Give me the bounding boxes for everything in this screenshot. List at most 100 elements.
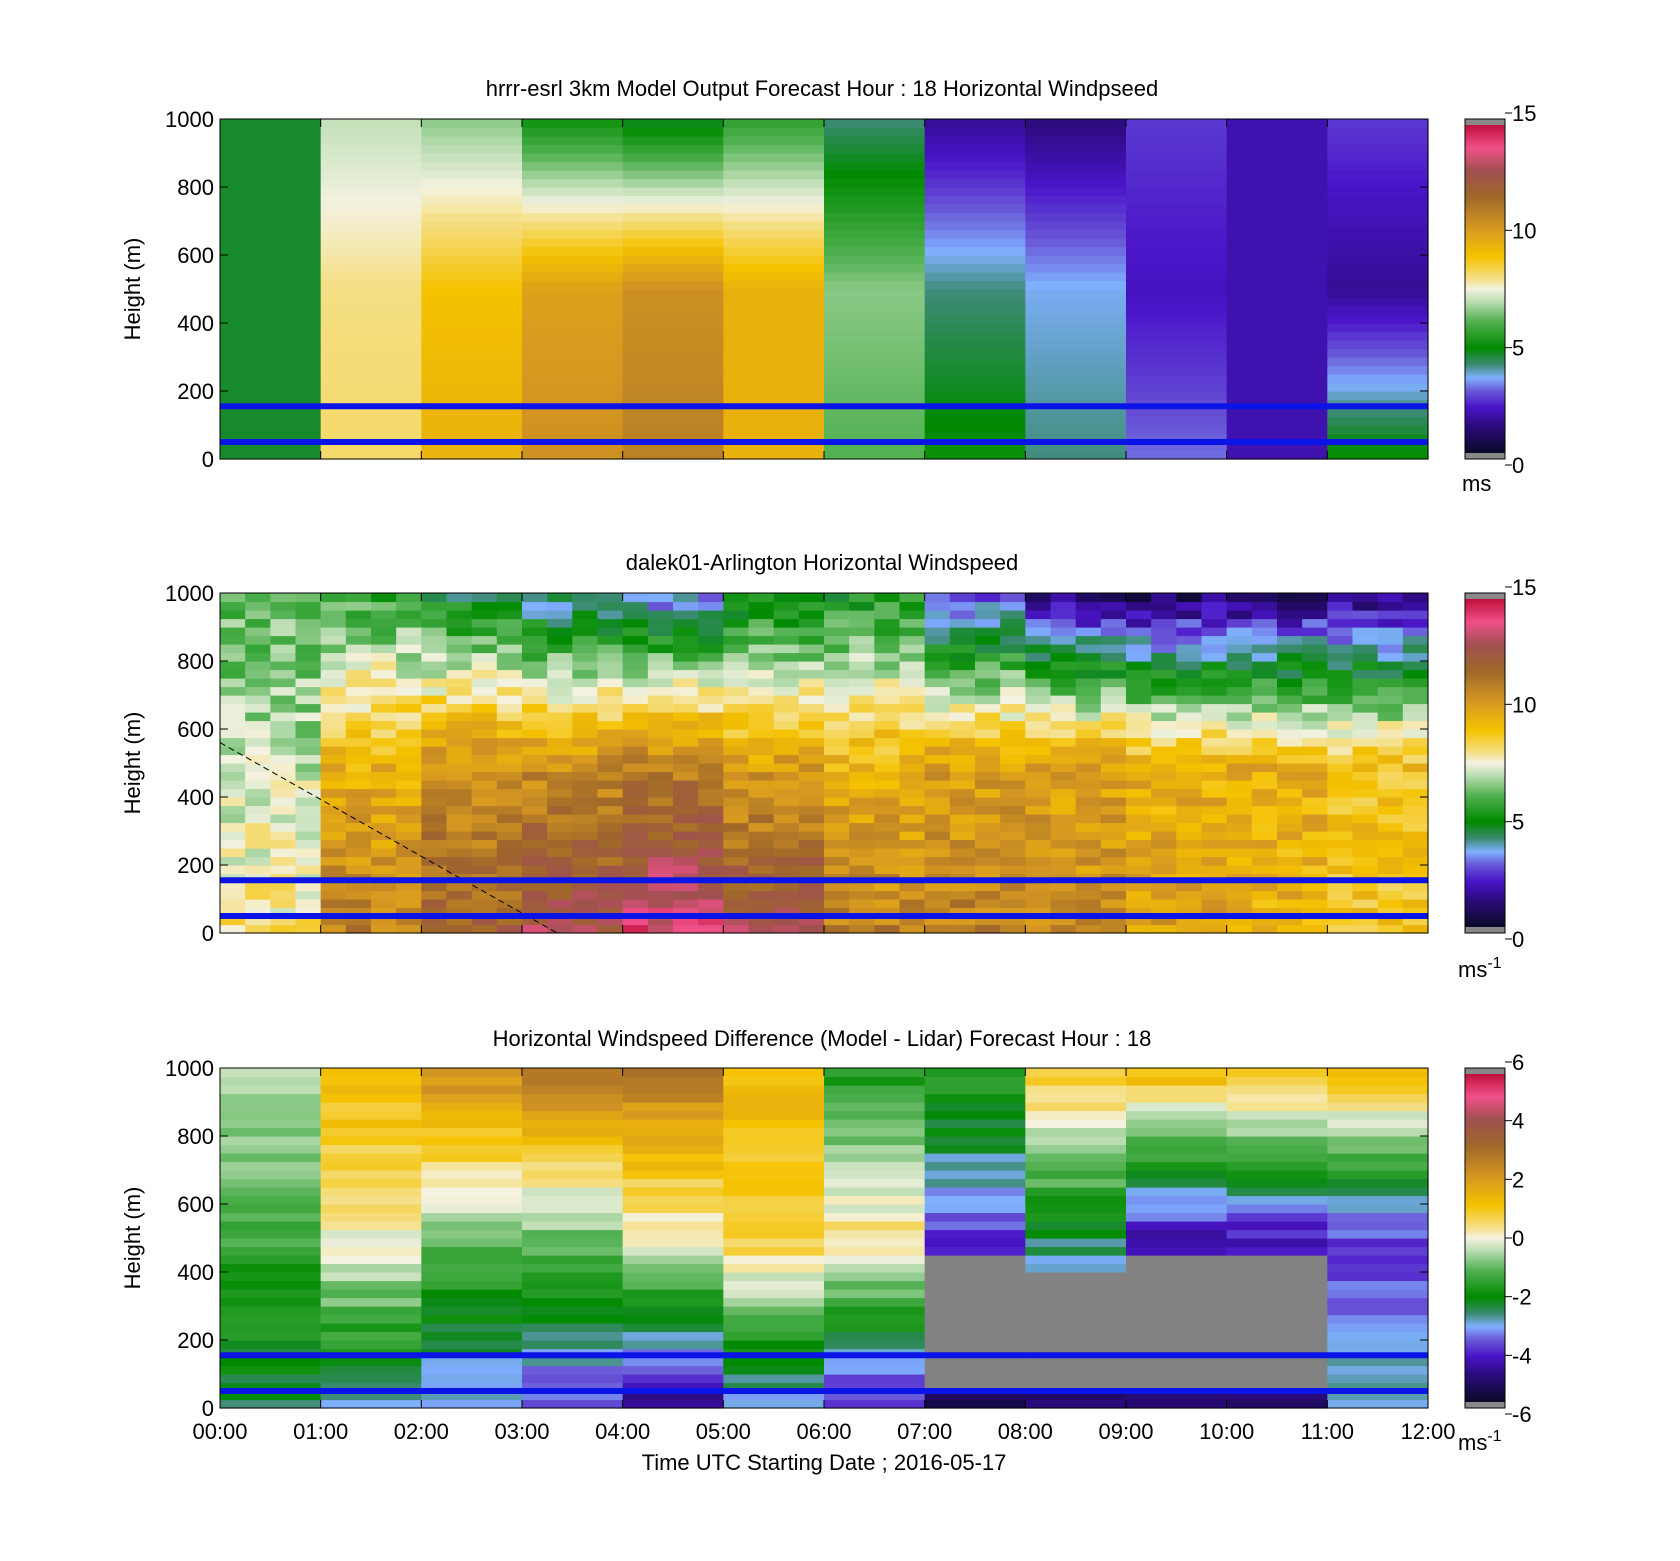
heatmap-cell: [1377, 839, 1404, 849]
heatmap-cell: [522, 924, 548, 934]
heatmap-cell: [270, 678, 297, 688]
heatmap-cell: [1000, 635, 1026, 645]
heatmap-cell: [320, 907, 347, 917]
heatmap-cell: [245, 695, 271, 705]
heatmap-cell: [522, 1357, 624, 1367]
heatmap-cell: [1100, 729, 1127, 739]
heatmap-cell: [320, 1280, 422, 1290]
heatmap-cell: [1402, 771, 1429, 781]
heatmap-cell: [824, 314, 926, 324]
heatmap-cell: [421, 703, 448, 713]
colorbar-tick-label: 0: [1512, 1226, 1524, 1251]
heatmap-cell: [673, 882, 699, 892]
heatmap-cell: [924, 865, 951, 875]
heatmap-cell: [899, 703, 926, 713]
heatmap-cell: [1226, 391, 1328, 401]
heatmap-cell: [345, 924, 372, 934]
heatmap-cell: [1000, 669, 1026, 679]
heatmap-cell: [345, 746, 372, 756]
heatmap-cell: [723, 1127, 825, 1137]
heatmap-cell: [1352, 856, 1379, 866]
heatmap-cell: [295, 695, 322, 705]
heatmap-cell: [522, 280, 624, 290]
heatmap-cell: [295, 703, 322, 713]
heatmap-cell: [1402, 720, 1429, 730]
panel-model-colorbar-frame: [1464, 118, 1506, 460]
colorbar-tick-label: 10: [1512, 692, 1536, 717]
heatmap-cell: [421, 1246, 523, 1256]
heatmap-cell: [1025, 229, 1127, 239]
heatmap-cell: [849, 601, 875, 611]
heatmap-cell: [1126, 212, 1228, 222]
heatmap-cell: [245, 729, 271, 739]
heatmap-cell: [975, 729, 1001, 739]
heatmap-cell: [220, 780, 246, 790]
heatmap-cell: [1025, 1136, 1127, 1146]
heatmap-cell: [723, 1289, 825, 1299]
heatmap-cell: [975, 737, 1001, 747]
heatmap-cell: [220, 323, 322, 333]
heatmap-cell: [220, 1212, 322, 1222]
heatmap-cell: [1126, 272, 1228, 282]
heatmap-cell: [270, 865, 297, 875]
heatmap-cell: [723, 788, 750, 798]
heatmap-cell: [698, 916, 724, 926]
heatmap-cell: [496, 703, 523, 713]
heatmap-cell: [622, 1323, 724, 1333]
heatmap-cell: [421, 729, 448, 739]
heatmap-cell: [421, 348, 523, 358]
heatmap-cell: [345, 695, 372, 705]
heatmap-cell: [1151, 899, 1177, 909]
heatmap-cell: [1226, 1331, 1328, 1341]
heatmap-cell: [572, 695, 599, 705]
heatmap-cell: [421, 178, 523, 188]
heatmap-cell: [1126, 1340, 1228, 1350]
heatmap-cell: [1377, 644, 1404, 654]
heatmap-cell: [421, 601, 448, 611]
heatmap-cell: [1302, 780, 1328, 790]
heatmap-cell: [1176, 618, 1203, 628]
heatmap-cell: [220, 1382, 322, 1392]
heatmap-cell: [220, 127, 322, 137]
heatmap-cell: [673, 618, 699, 628]
heatmap-cell: [1126, 195, 1228, 205]
heatmap-cell: [1226, 771, 1253, 781]
heatmap-cell: [798, 771, 825, 781]
heatmap-cell: [723, 408, 825, 418]
heatmap-cell: [1352, 610, 1379, 620]
heatmap-cell: [522, 593, 548, 603]
heatmap-cell: [975, 771, 1001, 781]
heatmap-cell: [1000, 805, 1026, 815]
heatmap-cell: [849, 771, 875, 781]
heatmap-cell: [597, 593, 624, 603]
heatmap-cell: [1126, 187, 1228, 197]
heatmap-cell: [1226, 1340, 1328, 1350]
heatmap-cell: [849, 916, 875, 926]
heatmap-cell: [874, 814, 901, 824]
heatmap-cell: [522, 814, 548, 824]
heatmap-cell: [824, 805, 850, 815]
heatmap-cell: [421, 1204, 523, 1214]
heatmap-cell: [1100, 703, 1127, 713]
heatmap-cell: [824, 153, 926, 163]
heatmap-cell: [824, 306, 926, 316]
heatmap-cell: [924, 221, 1026, 231]
heatmap-cell: [622, 357, 724, 367]
heatmap-cell: [1226, 899, 1253, 909]
heatmap-cell: [1126, 899, 1152, 909]
heatmap-cell: [1327, 1204, 1429, 1214]
heatmap-cell: [1327, 1153, 1429, 1163]
heatmap-cell: [421, 661, 448, 671]
heatmap-cell: [320, 1187, 422, 1197]
heatmap-cell: [220, 255, 322, 265]
heatmap-cell: [949, 890, 976, 900]
heatmap-cell: [1050, 618, 1077, 628]
heatmap-cell: [320, 805, 347, 815]
heatmap-cell: [924, 1102, 1026, 1112]
heatmap-cell: [723, 187, 825, 197]
heatmap-cell: [975, 814, 1001, 824]
heatmap-cell: [572, 737, 599, 747]
heatmap-cell: [320, 703, 347, 713]
heatmap-cell: [320, 374, 422, 384]
heatmap-cell: [1000, 618, 1026, 628]
